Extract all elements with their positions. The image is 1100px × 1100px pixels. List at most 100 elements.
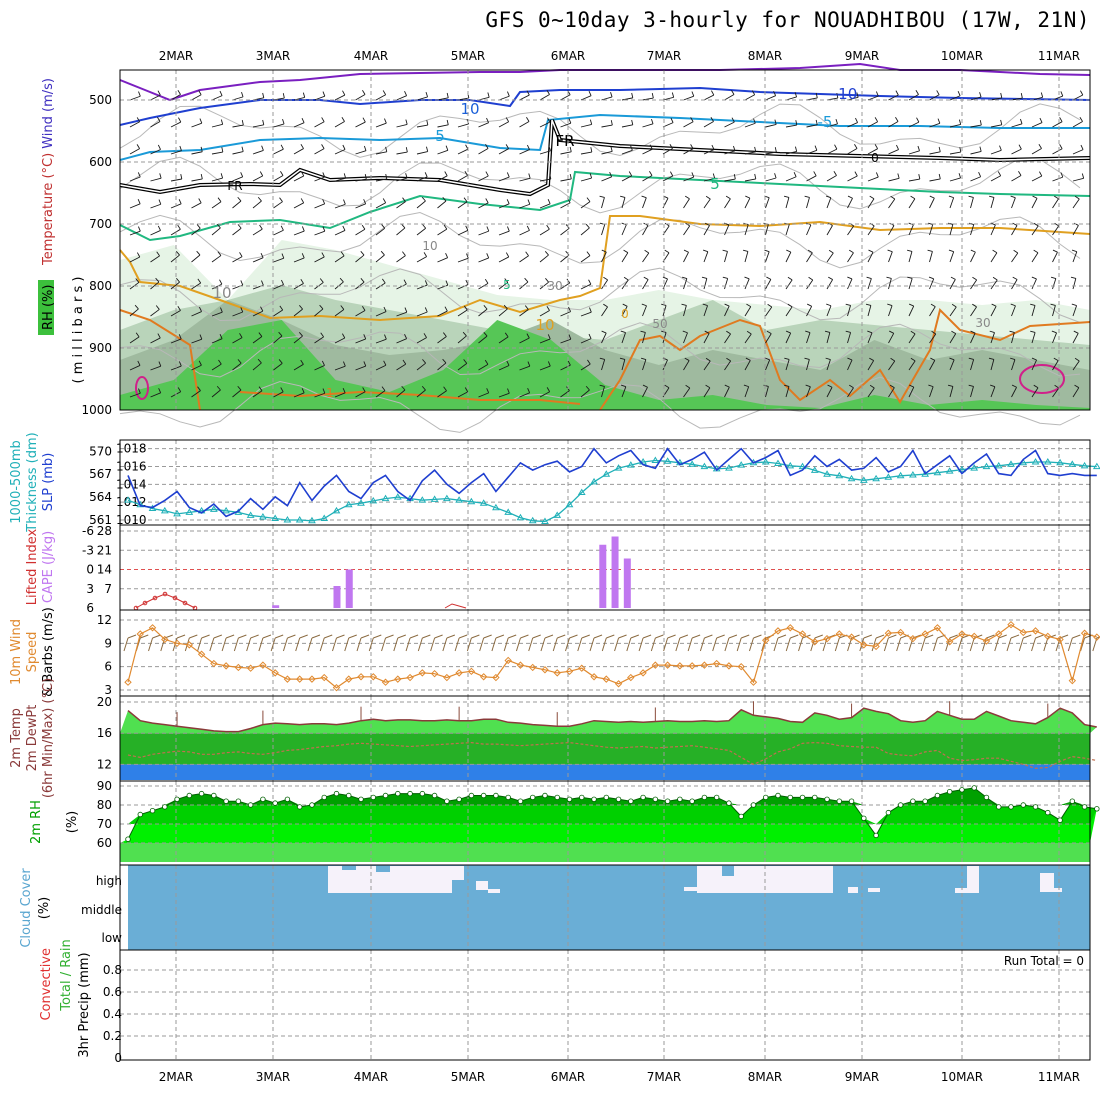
contour-label: 1 — [326, 386, 334, 400]
wind-barb — [990, 306, 997, 317]
wind-barb — [314, 95, 325, 101]
wind-barb-flag — [869, 195, 875, 200]
wind-barb-flag — [177, 305, 181, 311]
wind-speed-marker — [774, 627, 782, 635]
wind-barb-flag — [549, 174, 552, 180]
wind-barb — [211, 201, 222, 209]
wind-barb — [765, 95, 776, 101]
wind-barb-flag — [445, 252, 449, 258]
wind-barb-flag — [486, 117, 490, 123]
wind-barb — [191, 202, 202, 209]
wind-barb-flag — [724, 384, 730, 388]
cloud-level-label: low — [102, 931, 123, 945]
wind-barb-flag — [363, 199, 367, 204]
wind-barb-flag — [442, 358, 447, 364]
wind10-barb — [209, 637, 215, 652]
high-cloud-gap — [868, 888, 880, 892]
rh-marker — [971, 785, 977, 791]
cloud-field — [128, 865, 1090, 950]
wind10-barb — [295, 637, 301, 652]
li-tick: 3 — [86, 582, 94, 596]
wind-barb-flag — [783, 195, 790, 198]
wind10-barb-flag — [336, 634, 345, 639]
wind-barb-flag — [887, 249, 893, 253]
wind-barb — [683, 176, 694, 182]
wind-barb-flag — [198, 360, 202, 366]
pressure-tick: 600 — [89, 155, 112, 169]
wind-barb-flag — [601, 249, 607, 253]
wind-barb-flag — [890, 357, 896, 362]
wind-barb-flag — [362, 387, 366, 392]
date-label-bottom: 2MAR — [159, 1070, 194, 1084]
thickness-marker — [958, 465, 966, 473]
wind-barb — [847, 278, 853, 290]
wind-barb — [785, 176, 797, 182]
wind-barb — [498, 230, 510, 236]
wind-barb-flag — [321, 117, 325, 122]
wind-barb — [232, 200, 242, 209]
wind-barb — [724, 224, 730, 236]
wind-barb — [1072, 177, 1084, 182]
wind-barb-flag — [487, 92, 490, 98]
wind-barb — [621, 386, 627, 398]
rh-marker — [407, 790, 413, 797]
wind-barb-flag — [990, 384, 996, 388]
wind-barb-flag — [651, 118, 654, 125]
rh-marker — [493, 792, 499, 799]
wind10-barb — [589, 637, 595, 652]
wind-barb — [990, 386, 996, 398]
wind-barb-flag — [929, 195, 935, 199]
wind-barb-flag — [930, 303, 936, 308]
wind-barb-flag — [527, 199, 531, 205]
wind-barb — [150, 365, 161, 371]
wind-barb-flag — [445, 145, 449, 151]
wind-barb — [1031, 387, 1039, 398]
wind-barb-flag — [691, 172, 695, 178]
wind10-barb-flag — [483, 634, 492, 639]
wind-barb — [826, 225, 833, 236]
wind-barb — [334, 121, 345, 128]
wind-barb-flag — [774, 173, 777, 179]
wind-barb — [888, 251, 893, 263]
wind-barb — [744, 306, 752, 317]
wind-barbs — [129, 90, 1085, 398]
wind-speed-marker — [565, 667, 574, 676]
wind-barb-flag — [804, 357, 810, 360]
wind-speed-marker — [406, 673, 414, 682]
wind-barb-flag — [745, 195, 751, 199]
wind-speed-marker — [884, 629, 893, 637]
wind-barb-flag — [404, 307, 408, 313]
wind-barb — [847, 332, 852, 344]
wind-barb-flag — [362, 305, 366, 311]
wind-barb — [129, 121, 140, 128]
wind-speed-marker — [921, 630, 929, 638]
wind-barb-flag — [773, 90, 777, 96]
wind-barb-flag — [319, 304, 324, 310]
wind-barb — [929, 278, 935, 290]
wind10-barb — [233, 637, 239, 652]
thickness-marker — [504, 508, 513, 515]
wind-barb — [232, 362, 242, 371]
wind-barb — [826, 359, 831, 371]
wind-barb-flag — [731, 90, 735, 95]
wind-barb — [232, 256, 243, 263]
wind-barb-flag — [262, 92, 265, 98]
freezing-level-outer — [119, 119, 1091, 197]
date-label-top: 2MAR — [159, 49, 194, 63]
thickness-marker — [344, 500, 353, 508]
wind-barb-flag — [599, 384, 605, 387]
wind-barb-flag — [774, 119, 777, 125]
wind-barb-flag — [979, 146, 982, 152]
wind-barb — [498, 176, 510, 182]
wind-barb-flag — [220, 307, 223, 313]
wind-barb — [334, 337, 345, 344]
wind-barb — [375, 338, 387, 344]
wind-barb — [211, 338, 223, 344]
wind-barb-flag — [1000, 92, 1003, 99]
high-cloud-gap — [955, 888, 967, 893]
wind-barb — [150, 392, 161, 398]
wind-barb — [396, 283, 407, 290]
wind-barb-flag — [544, 250, 549, 256]
